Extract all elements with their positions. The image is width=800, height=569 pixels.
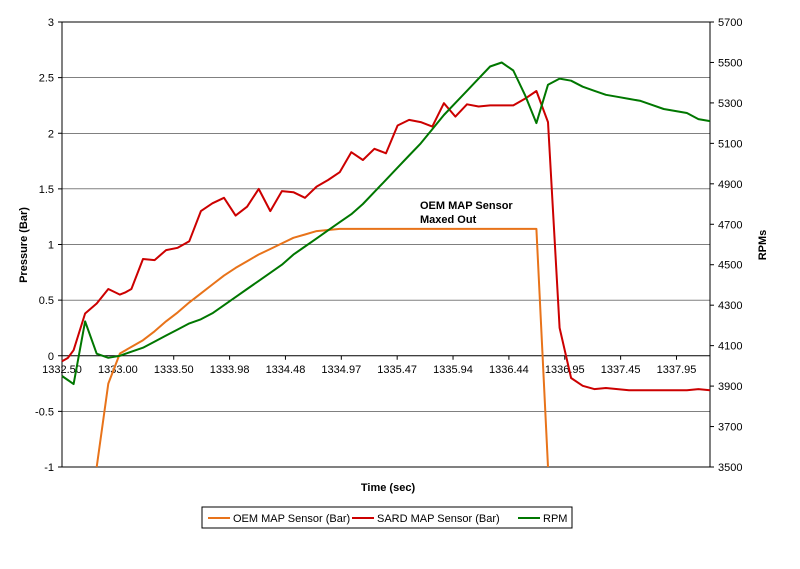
y-right-tick-label-7: 4900: [718, 179, 742, 191]
y-right-tick-label-3: 4100: [718, 341, 742, 353]
y-right-tick-label-4: 4300: [718, 300, 742, 312]
x-tick-label-11: 1337.95: [657, 364, 697, 376]
x-tick-label-7: 1335.94: [433, 364, 473, 376]
x-tick-label-0: 1332.50: [42, 364, 82, 376]
y-right-tick-label-0: 3500: [718, 462, 742, 474]
y-left-tick-label-7: 2.5: [39, 73, 54, 85]
y-left-tick-label-4: 1: [48, 240, 54, 252]
y-left-tick-label-2: 0: [48, 351, 54, 363]
y-right-tick-label-11: 5700: [718, 17, 742, 29]
legend-box: [201, 506, 573, 529]
y-left-tick-label-3: 0.5: [39, 295, 54, 307]
legend-rpm-label: RPM: [543, 513, 567, 525]
legend-oem-label: OEM MAP Sensor (Bar): [233, 513, 350, 525]
annotation-line-2: Maxed Out: [420, 214, 477, 226]
y-axis-left-title: Pressure (Bar): [18, 207, 30, 283]
legend: OEM MAP Sensor (Bar) SARD MAP Sensor (Ba…: [201, 506, 573, 529]
x-tick-label-2: 1333.50: [154, 364, 194, 376]
x-tick-label-9: 1336.95: [545, 364, 585, 376]
y-axis-right-title: RPMs: [757, 230, 769, 261]
x-tick-label-3: 1333.98: [210, 364, 250, 376]
y-right-tick-label-10: 5500: [718, 57, 742, 69]
right-y-axis: 3500 3700 3900 4100 4300 4500 4700 4900 5100 5300…: [710, 17, 742, 474]
y-right-tick-label-6: 4700: [718, 219, 742, 231]
annotation-line-1: OEM MAP Sensor: [420, 200, 513, 212]
series-layer: [61, 61, 711, 468]
y-left-tick-label-0: -1: [44, 462, 54, 474]
x-tick-label-5: 1334.97: [321, 364, 361, 376]
y-right-tick-label-1: 3700: [718, 422, 742, 434]
x-tick-label-4: 1334.48: [266, 364, 306, 376]
y-right-tick-label-8: 5100: [718, 138, 742, 150]
legend-sard-label: SARD MAP Sensor (Bar): [377, 513, 500, 525]
y-left-tick-label-5: 1.5: [39, 184, 54, 196]
x-axis: 1332.50 1333.00 1333.50 1333.98 1334.48 1334.…: [42, 355, 697, 376]
series-line-0: [95, 227, 549, 468]
y-right-tick-label-2: 3900: [718, 381, 742, 393]
series-line-2: [61, 61, 711, 386]
x-axis-title: Time (sec): [361, 482, 416, 494]
y-left-tick-label-1: -0.5: [35, 406, 54, 418]
x-tick-label-8: 1336.44: [489, 364, 529, 376]
x-tick-label-1: 1333.00: [98, 364, 138, 376]
x-tick-label-10: 1337.45: [601, 364, 641, 376]
y-right-tick-label-9: 5300: [718, 98, 742, 110]
x-tick-label-6: 1335.47: [377, 364, 417, 376]
series-line-1: [61, 90, 711, 392]
y-right-tick-label-5: 4500: [718, 260, 742, 272]
y-left-tick-label-6: 2: [48, 128, 54, 140]
y-left-tick-label-8: 3: [48, 17, 54, 29]
